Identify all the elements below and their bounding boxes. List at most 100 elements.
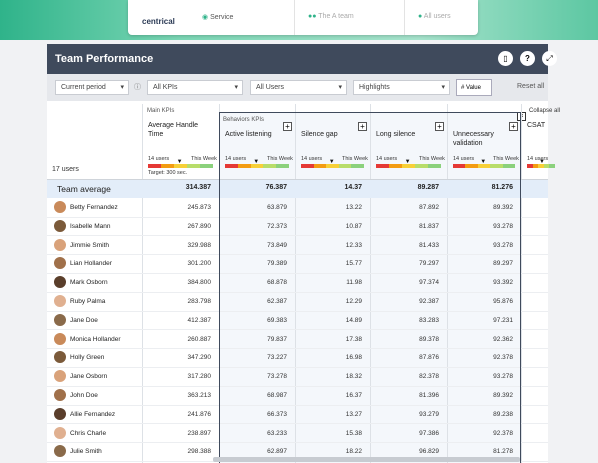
add-button[interactable]: + — [283, 122, 292, 131]
user-name[interactable]: Jane Doe — [70, 316, 98, 324]
range-segment — [402, 164, 415, 168]
cell-value: 89.378 — [419, 335, 439, 343]
avatar — [54, 219, 66, 232]
cell-value: 93.278 — [493, 241, 513, 249]
user-name[interactable]: Mark Osborn — [70, 279, 108, 287]
user-name[interactable]: Holly Green — [70, 354, 105, 362]
highlights-label: Highlights — [359, 84, 390, 91]
range-label: This Week — [342, 156, 368, 162]
range-label: 14 users — [527, 156, 549, 162]
cell-value: 12.29 — [345, 298, 362, 305]
user-name[interactable]: Betty Fernandez — [70, 204, 118, 211]
highlights-filter[interactable]: Highlights — [353, 80, 450, 95]
value-toggle[interactable]: # Value — [456, 79, 492, 96]
bookmark-button[interactable]: ▯ — [498, 51, 513, 66]
range-label: This Week — [267, 156, 293, 162]
kpis-filter[interactable]: All KPIs — [147, 80, 243, 95]
row-divider — [47, 385, 548, 387]
scrollbar[interactable] — [213, 457, 520, 462]
range-segment — [250, 164, 264, 168]
range-segment — [351, 164, 364, 168]
cell-value: 73.849 — [267, 241, 287, 249]
team-select[interactable]: ●● The A team — [308, 13, 354, 20]
header-divider — [47, 179, 548, 180]
column-title: Long silence — [376, 131, 416, 138]
column-divider — [295, 104, 296, 463]
info-icon[interactable]: ⓘ — [134, 84, 141, 91]
cell-value: 96.829 — [419, 448, 439, 456]
add-button[interactable]: + — [435, 122, 444, 131]
cell-value: 363.213 — [187, 392, 212, 399]
range-bar — [148, 164, 213, 168]
users-filter[interactable]: All Users — [250, 80, 347, 95]
cell-value: 66.373 — [267, 410, 287, 418]
panel-title: Team Performance — [55, 53, 154, 65]
avatar — [54, 276, 66, 289]
divider — [404, 0, 405, 35]
cell-value: 81.278 — [493, 448, 513, 456]
cell-value: 62.387 — [267, 298, 287, 305]
cell-value: 68.987 — [267, 392, 287, 399]
cell-value: 245.873 — [187, 204, 212, 211]
range-segment — [428, 164, 441, 168]
cell-value: 62.897 — [267, 448, 287, 456]
user-name[interactable]: Ruby Palma — [70, 298, 106, 305]
avatar — [54, 295, 66, 307]
range-segment — [187, 164, 200, 168]
row-divider — [47, 348, 548, 350]
row-divider — [47, 404, 548, 406]
user-name[interactable]: Isabelle Mann — [70, 222, 111, 230]
user-name[interactable]: Allie Fernandez — [70, 410, 116, 418]
range-segment — [415, 164, 428, 168]
range-label: This Week — [493, 156, 519, 162]
cell-value: 63.233 — [267, 429, 287, 437]
logo[interactable]: centrical — [142, 17, 175, 26]
cell-value: 81.396 — [419, 392, 439, 399]
range-marker: ▼ — [480, 159, 487, 165]
cell-value: 97.374 — [419, 279, 439, 287]
user-name[interactable]: Monica Hollander — [70, 335, 121, 343]
reset-button[interactable]: Reset all — [517, 83, 545, 90]
cell-value: 412.387 — [187, 316, 212, 324]
add-button[interactable]: + — [358, 122, 367, 131]
column-divider — [447, 104, 448, 463]
range-segment — [174, 164, 187, 168]
range-segment — [326, 164, 339, 168]
service-select[interactable]: ◉ Service — [202, 14, 234, 21]
range-segment — [263, 164, 277, 168]
range-marker: ▼ — [539, 159, 545, 165]
cell-value: 301.200 — [187, 260, 212, 268]
user-name[interactable]: Lian Hollander — [70, 260, 112, 268]
collapse-button[interactable]: Collapse all — [529, 108, 561, 114]
cell-value: 93.279 — [419, 410, 439, 418]
user-name[interactable]: Julie Smith — [70, 448, 102, 456]
row-divider — [47, 272, 548, 274]
user-name[interactable]: Jimmie Smith — [70, 241, 110, 249]
row-divider — [47, 366, 548, 368]
user-name[interactable]: Chris Charle — [70, 429, 107, 437]
cell-value: 87.892 — [419, 204, 439, 211]
cell-value: 13.27 — [345, 410, 362, 418]
column-divider — [370, 104, 371, 463]
user-name[interactable]: Jane Osborn — [70, 373, 108, 381]
add-button[interactable]: + — [509, 122, 518, 131]
group-label: Main KPIs — [147, 108, 175, 114]
expand-button[interactable]: ⤢ — [542, 51, 557, 66]
range-segment — [502, 164, 516, 168]
avatar — [54, 426, 66, 439]
cell-value: 93.278 — [493, 373, 513, 381]
help-button[interactable]: ? — [520, 51, 535, 66]
cell-value: 92.362 — [493, 335, 513, 343]
range-label: 14 users — [453, 156, 475, 162]
column-divider — [521, 104, 522, 463]
period-label: Current period — [61, 84, 106, 91]
range-bar — [453, 164, 516, 168]
users-select[interactable]: ● All users — [418, 13, 451, 20]
user-count: 17 users — [52, 166, 79, 173]
cell-value: 384.800 — [187, 279, 212, 287]
user-name[interactable]: John Doe — [70, 392, 98, 399]
period-filter[interactable]: Current period — [55, 80, 129, 95]
column-title: CSAT — [527, 122, 546, 129]
nav-bar: centrical ◉ Service ●● The A team ● All … — [128, 0, 478, 35]
